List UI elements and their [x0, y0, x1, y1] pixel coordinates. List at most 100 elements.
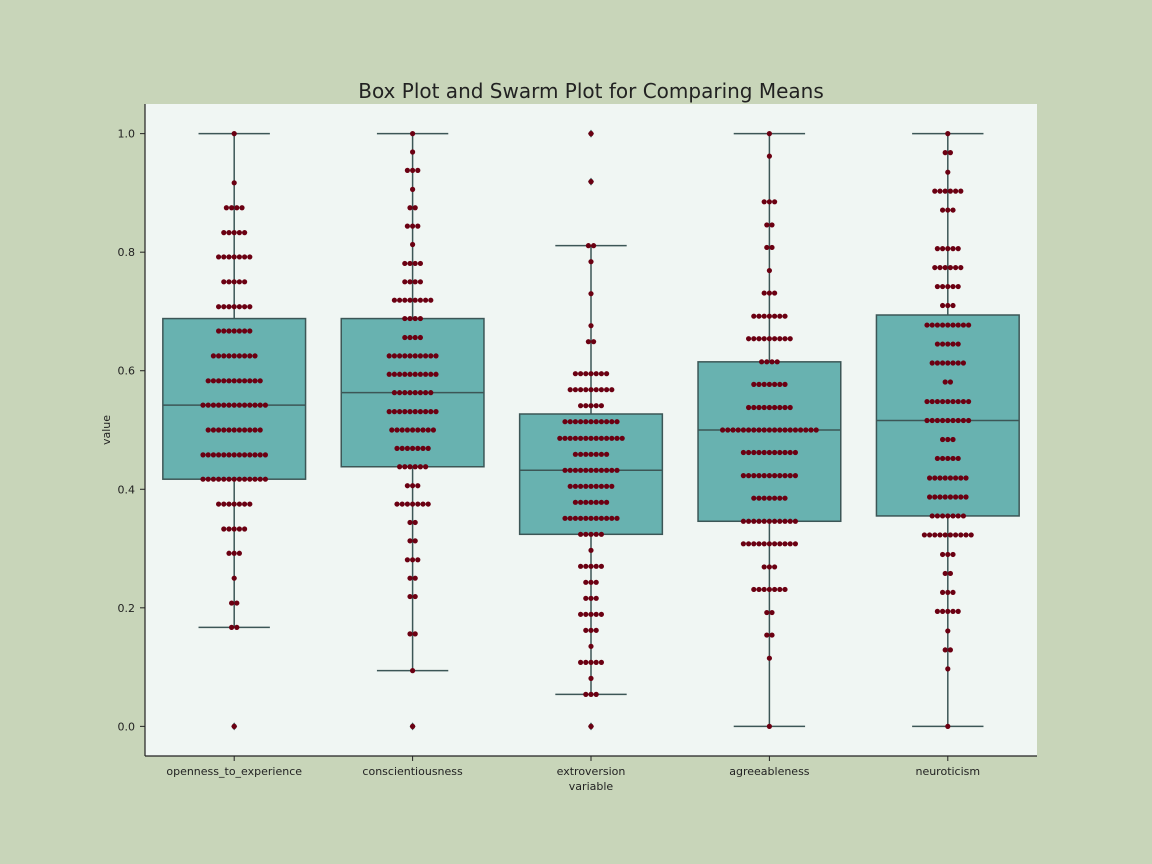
swarm-point: [210, 353, 216, 359]
swarm-point: [200, 476, 206, 482]
swarm-point: [200, 452, 206, 458]
swarm-point: [787, 336, 793, 342]
swarm-point: [772, 449, 778, 456]
swarm-point: [960, 513, 967, 519]
swarm-point: [787, 473, 793, 479]
swarm-point: [945, 513, 951, 519]
swarm-point: [746, 518, 752, 524]
swarm-point: [751, 518, 757, 524]
swarm-point: [751, 404, 757, 411]
swarm-point: [242, 378, 248, 384]
swarm-point: [945, 207, 951, 213]
swarm-layer: [200, 131, 974, 729]
swarm-point: [940, 360, 946, 366]
swarm-point: [410, 501, 416, 507]
swarm-point: [766, 518, 773, 524]
swarm-point: [735, 427, 741, 433]
swarm-point: [236, 279, 242, 285]
swarm-point: [756, 313, 762, 319]
swarm-point: [231, 131, 237, 137]
swarm-point: [221, 402, 227, 408]
swarm-point: [391, 409, 397, 415]
swarm-point: [236, 501, 242, 507]
swarm-point: [588, 675, 594, 681]
swarm-point: [934, 360, 941, 366]
swarm-point: [578, 419, 584, 425]
swarm-point: [588, 435, 594, 441]
swarm-point: [229, 205, 235, 211]
swarm-conscientiousness: [386, 131, 439, 729]
swarm-point: [924, 322, 930, 328]
swarm-point: [609, 387, 615, 393]
swarm-point: [945, 283, 951, 290]
swarm-point: [766, 153, 773, 159]
swarm-point: [598, 563, 605, 569]
swarm-point: [562, 435, 568, 441]
swarm-point: [958, 264, 964, 271]
swarm-point: [593, 691, 599, 697]
swarm-point: [598, 387, 605, 393]
swarm-point: [953, 494, 959, 500]
swarm-point: [772, 518, 778, 524]
swarm-point: [428, 390, 434, 396]
swarm-point: [777, 404, 783, 411]
swarm-point: [609, 419, 615, 425]
swarm-point: [402, 371, 408, 377]
swarm-point: [236, 254, 242, 260]
swarm-point: [412, 519, 418, 526]
swarm-point: [407, 538, 413, 544]
swarm-point: [932, 475, 938, 481]
swarm-point: [756, 449, 762, 456]
swarm-point: [210, 378, 216, 384]
swarm-point: [417, 353, 423, 359]
swarm-point: [423, 464, 429, 470]
swarm-point: [751, 449, 757, 456]
swarm-point: [782, 586, 788, 593]
swarm-point: [813, 427, 819, 433]
swarm-point: [583, 691, 589, 697]
swarm-point: [598, 531, 605, 537]
swarm-point: [394, 501, 400, 507]
swarm-point: [221, 279, 227, 285]
swarm-point: [591, 339, 597, 345]
swarm-point: [588, 371, 594, 377]
swarm-point: [572, 483, 579, 489]
swarm-point: [221, 476, 227, 482]
swarm-point: [417, 279, 423, 285]
swarm-point: [924, 417, 930, 424]
swarm-point: [234, 600, 240, 606]
swarm-point: [423, 390, 429, 396]
swarm-point: [932, 264, 938, 271]
swarm-point: [740, 449, 747, 456]
swarm-point: [614, 419, 620, 425]
box-iqr: [875, 314, 1020, 517]
swarm-point: [960, 360, 967, 366]
swarm-point: [777, 449, 783, 456]
swarm-point: [772, 541, 778, 547]
swarm-point: [777, 427, 783, 433]
swarm-point: [929, 322, 935, 328]
swarm-point: [782, 449, 788, 456]
swarm-point: [953, 264, 959, 271]
swarm-point: [746, 404, 752, 411]
swarm-point: [774, 359, 780, 365]
swarm-point: [929, 513, 935, 519]
swarm-point: [609, 435, 615, 441]
swarm-point: [761, 381, 767, 387]
swarm-point: [761, 495, 767, 501]
swarm-point: [583, 467, 589, 473]
swarm-point: [578, 531, 584, 537]
swarm-point: [746, 541, 752, 547]
swarm-point: [433, 371, 439, 377]
swarm-point: [772, 404, 778, 411]
swarm-point: [231, 550, 237, 556]
swarm-point: [940, 455, 946, 462]
swarm-point: [402, 334, 408, 341]
swarm-point: [740, 473, 747, 479]
swarm-point: [216, 427, 222, 433]
swarm-point: [953, 532, 959, 538]
swarm-point: [242, 501, 248, 507]
swarm-point: [940, 608, 946, 614]
swarm-point: [598, 419, 605, 425]
swarm-point: [927, 475, 933, 481]
